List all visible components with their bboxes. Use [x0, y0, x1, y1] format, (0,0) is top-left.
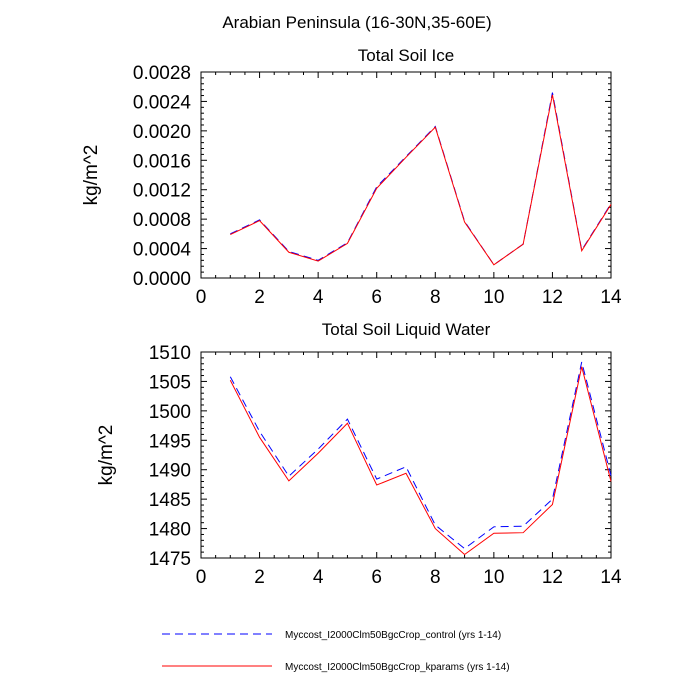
- x-tick-label: 10: [483, 287, 504, 308]
- y-tick-label: 0.0008: [133, 210, 191, 231]
- y-tick-label: 0.0004: [133, 240, 192, 261]
- series-control-line: [229, 361, 612, 550]
- x-tick-label: 4: [313, 567, 324, 588]
- x-tick-label: 12: [542, 567, 563, 588]
- series-kparams-line: [229, 366, 612, 556]
- x-tick-label: 14: [600, 567, 622, 588]
- x-tick-label: 8: [430, 567, 441, 588]
- x-tick-label: 2: [254, 287, 265, 308]
- figure-title: Arabian Peninsula (16-30N,35-60E): [222, 13, 491, 32]
- x-tick-label: 12: [542, 287, 563, 308]
- legend-kparams-label: Myccost_I2000Clm50BgcCrop_kparams (yrs 1…: [285, 662, 510, 673]
- plot-frame: [200, 71, 612, 279]
- y-tick-label: 0.0016: [133, 151, 191, 172]
- y-axis-label: kg/m^2: [81, 145, 102, 206]
- plot-frame: [200, 351, 612, 559]
- y-tick-label: 1505: [149, 372, 191, 393]
- x-tick-label: 8: [430, 287, 441, 308]
- series-control-line: [230, 92, 612, 266]
- x-tick-label: 14: [600, 287, 622, 308]
- y-tick-label: 0.0024: [133, 92, 192, 113]
- y-axis-label: kg/m^2: [96, 425, 117, 486]
- panel-title: Total Soil Liquid Water: [322, 320, 491, 339]
- legend-control-label: Myccost_I2000Clm50BgcCrop_control (yrs 1…: [285, 630, 501, 641]
- y-tick-label: 0.0012: [133, 181, 191, 202]
- y-tick-label: 1485: [149, 490, 191, 511]
- y-tick-label: 1500: [149, 402, 191, 423]
- y-tick-label: 0.0020: [133, 122, 191, 143]
- y-tick-label: 1480: [149, 520, 191, 541]
- x-tick-label: 6: [371, 287, 382, 308]
- x-tick-label: 4: [313, 287, 324, 308]
- x-tick-label: 10: [483, 567, 504, 588]
- series-kparams-line: [230, 94, 612, 266]
- legend: Myccost_I2000Clm50BgcCrop_control (yrs 1…: [162, 630, 510, 673]
- y-tick-label: 0.0028: [133, 63, 191, 84]
- y-tick-label: 1495: [149, 431, 191, 452]
- y-tick-label: 1510: [149, 343, 191, 364]
- x-tick-label: 6: [371, 567, 382, 588]
- y-tick-label: 0.0000: [133, 269, 191, 290]
- x-tick-label: 0: [196, 287, 207, 308]
- y-tick-label: 1475: [149, 549, 191, 570]
- soil-ice-panel: Total Soil Ice kg/m^2 0 2 4 6 8 10 12 14 0.0000 0.0…: [81, 46, 622, 308]
- x-tick-label: 0: [196, 567, 207, 588]
- x-tick-label: 2: [254, 567, 265, 588]
- y-tick-label: 1490: [149, 461, 191, 482]
- soil-liquid-water-panel: Total Soil Liquid Water kg/m^2 0 2 4 6 8 10 12 14…: [96, 320, 622, 588]
- panel-title: Total Soil Ice: [358, 46, 454, 65]
